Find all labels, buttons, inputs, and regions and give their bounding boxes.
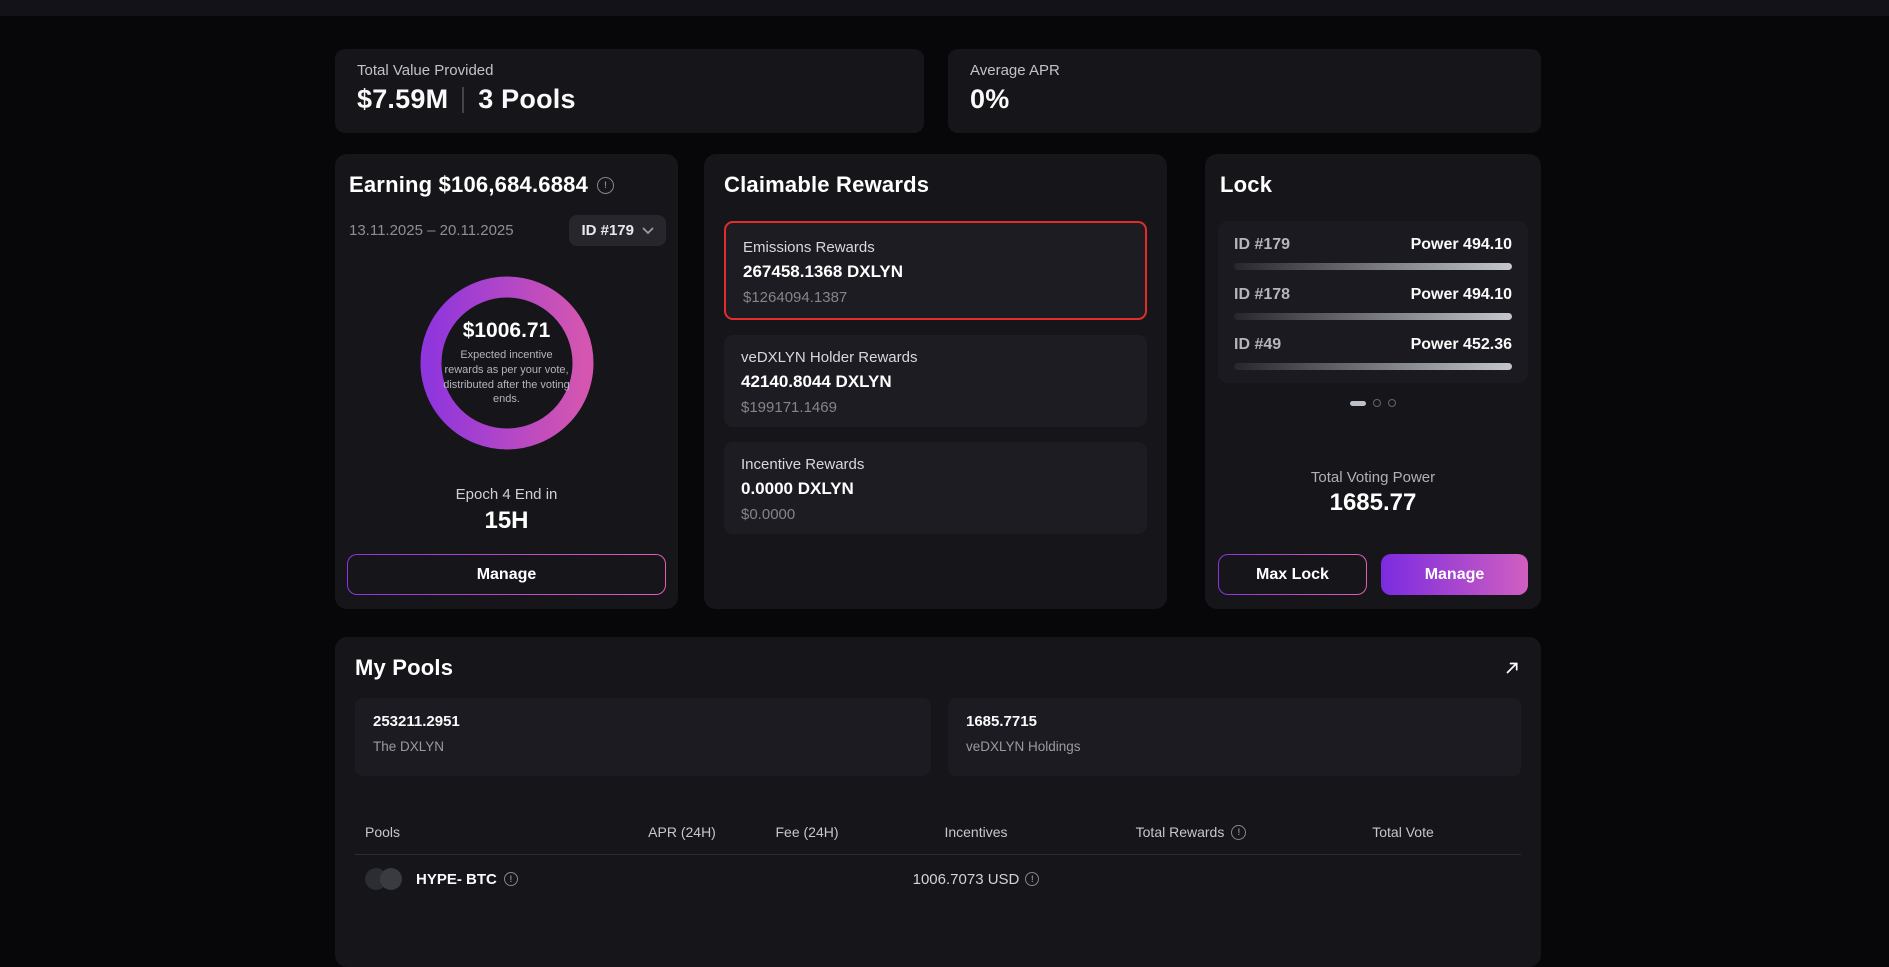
epoch-end-countdown: 15H: [484, 507, 529, 534]
claimable-rewards-title: Claimable Rewards: [724, 172, 930, 197]
vedxlyn-holdings-box: 1685.7715 veDXLYN Holdings: [948, 698, 1521, 776]
epoch-end-label: Epoch 4 End in: [455, 486, 558, 503]
lock-title: Lock: [1220, 172, 1273, 197]
reward-amount: 267458.1368 DXLYN: [743, 262, 904, 281]
pools-count: 3 Pools: [478, 84, 576, 114]
reward-amount: 42140.8044 DXLYN: [741, 372, 892, 391]
dashboard: Total Value Provided $7.59M 3 Pools Aver…: [335, 49, 1541, 967]
divider: [462, 86, 465, 113]
info-icon[interactable]: [1025, 872, 1040, 886]
dxlyn-holdings-box: 253211.2951 The DXLYN: [355, 698, 931, 776]
reward-label: Incentive Rewards: [741, 456, 865, 473]
claimable-rewards-card: Claimable Rewards Emissions Rewards 2674…: [704, 154, 1167, 609]
donut-ring: [420, 276, 593, 450]
pool-table-row[interactable]: HYPE- BTC 1006.7073 USD: [355, 868, 1521, 890]
lock-power-bar: [1234, 313, 1512, 320]
token-pair-icons: [365, 868, 402, 890]
chevron-down-icon: [642, 227, 654, 234]
average-apr-card: Average APR 0%: [948, 49, 1541, 133]
lock-position-id: ID #49: [1234, 336, 1282, 353]
lock-card: Lock ID #179 Power 494.10 ID #178 Power …: [1205, 154, 1541, 609]
incentive-rewards-box[interactable]: Incentive Rewards 0.0000 DXLYN $0.0000: [724, 442, 1147, 534]
external-link-icon[interactable]: [1503, 659, 1521, 677]
reward-usd: $1264094.1387: [743, 289, 848, 306]
col-header-pools: Pools: [365, 824, 401, 840]
reward-label: veDXLYN Holder Rewards: [741, 349, 918, 366]
expected-rewards-caption: Expected incentive rewards as per your v…: [443, 349, 570, 406]
lock-id-dropdown[interactable]: ID #179: [569, 215, 666, 246]
lock-positions-box: ID #179 Power 494.10 ID #178 Power 494.1…: [1218, 221, 1528, 383]
lock-position-id: ID #178: [1234, 286, 1291, 303]
pools-table: Pools APR (24H) Fee (24H) Incentives Tot…: [355, 824, 1521, 890]
holding-label: The DXLYN: [373, 739, 445, 754]
info-icon[interactable]: [1231, 824, 1247, 840]
incentive-donut-chart: $1006.71 Expected incentive rewards as p…: [414, 270, 600, 456]
reward-usd: $199171.1469: [741, 399, 837, 416]
carousel-pagination: [1218, 399, 1528, 407]
pagination-dot[interactable]: [1373, 399, 1381, 407]
main-row: Earning $106,684.6884 13.11.2025 – 20.11…: [335, 154, 1541, 609]
total-value-card: Total Value Provided $7.59M 3 Pools: [335, 49, 924, 133]
reward-usd: $0.0000: [741, 506, 796, 523]
lock-power-bar: [1234, 363, 1512, 370]
col-header-total-vote: Total Vote: [1372, 824, 1434, 840]
info-icon[interactable]: [597, 176, 615, 194]
earning-card: Earning $106,684.6884 13.11.2025 – 20.11…: [335, 154, 678, 609]
lock-manage-button[interactable]: Manage: [1381, 554, 1528, 595]
total-voting-power-label: Total Voting Power: [1310, 469, 1436, 486]
emissions-rewards-box[interactable]: Emissions Rewards 267458.1368 DXLYN $126…: [724, 221, 1147, 320]
holding-value: 253211.2951: [373, 713, 460, 730]
col-header-total-rewards: Total Rewards: [1097, 824, 1285, 840]
stats-row: Total Value Provided $7.59M 3 Pools Aver…: [335, 49, 1541, 133]
lock-position-row: ID #179 Power 494.10: [1234, 236, 1512, 270]
total-value-amount: $7.59M: [357, 84, 449, 114]
lock-position-power: Power 494.10: [1410, 236, 1512, 253]
pagination-dot-active[interactable]: [1350, 400, 1366, 406]
my-pools-title: My Pools: [355, 655, 454, 680]
pool-incentives-value: 1006.7073 USD: [912, 870, 1020, 888]
token-icon: [380, 868, 402, 890]
average-apr-label: Average APR: [970, 62, 1060, 79]
holding-value: 1685.7715: [966, 713, 1037, 730]
pool-pair-name: HYPE- BTC: [416, 870, 497, 888]
col-header-incentives: Incentives: [944, 824, 1008, 840]
earning-title: Earning $106,684.6884: [349, 172, 589, 197]
holding-label: veDXLYN Holdings: [966, 739, 1081, 754]
expected-rewards-value: $1006.71: [462, 319, 551, 343]
earning-manage-button[interactable]: Manage: [347, 554, 666, 595]
max-lock-button[interactable]: Max Lock: [1218, 554, 1367, 595]
epoch-date-range: 13.11.2025 – 20.11.2025: [349, 222, 514, 239]
lock-position-id: ID #179: [1234, 236, 1291, 253]
lock-id-dropdown-value: ID #179: [581, 222, 634, 239]
my-pools-card: My Pools 253211.2951 The DXLYN 1685.7715…: [335, 637, 1541, 967]
lock-power-bar: [1234, 263, 1512, 270]
vedxlyn-holder-rewards-box[interactable]: veDXLYN Holder Rewards 42140.8044 DXLYN …: [724, 335, 1147, 427]
lock-position-power: Power 494.10: [1410, 286, 1512, 303]
reward-amount: 0.0000 DXLYN: [741, 479, 854, 498]
average-apr-value: 0%: [970, 84, 1010, 114]
info-icon[interactable]: [503, 872, 518, 886]
lock-position-row: ID #49 Power 452.36: [1234, 336, 1512, 370]
table-divider: [355, 854, 1521, 855]
total-voting-power-value: 1685.77: [1329, 489, 1417, 516]
total-value-label: Total Value Provided: [357, 62, 494, 79]
pools-table-header: Pools APR (24H) Fee (24H) Incentives Tot…: [355, 824, 1521, 840]
pagination-dot[interactable]: [1388, 399, 1396, 407]
pools-summary-row: 253211.2951 The DXLYN 1685.7715 veDXLYN …: [355, 698, 1521, 776]
col-header-apr: APR (24H): [648, 824, 716, 840]
lock-position-row: ID #178 Power 494.10: [1234, 286, 1512, 320]
lock-position-power: Power 452.36: [1410, 336, 1512, 353]
reward-label: Emissions Rewards: [743, 239, 875, 256]
top-bar: [0, 0, 1889, 16]
col-header-fee: Fee (24H): [775, 824, 839, 840]
